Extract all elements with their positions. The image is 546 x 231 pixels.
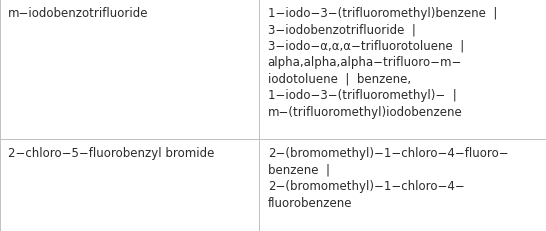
Text: m−iodobenzotrifluoride: m−iodobenzotrifluoride — [8, 7, 149, 20]
Text: 2−chloro−5−fluorobenzyl bromide: 2−chloro−5−fluorobenzyl bromide — [8, 147, 215, 160]
Text: 1−iodo−3−(trifluoromethyl)benzene  |
3−iodobenzotrifluoride  |
3−iodo−α,α,α−trif: 1−iodo−3−(trifluoromethyl)benzene | 3−io… — [268, 7, 497, 119]
Text: 2−(bromomethyl)−1−chloro−4−fluoro−
benzene  |
2−(bromomethyl)−1−chloro−4−
fluoro: 2−(bromomethyl)−1−chloro−4−fluoro− benze… — [268, 147, 508, 209]
